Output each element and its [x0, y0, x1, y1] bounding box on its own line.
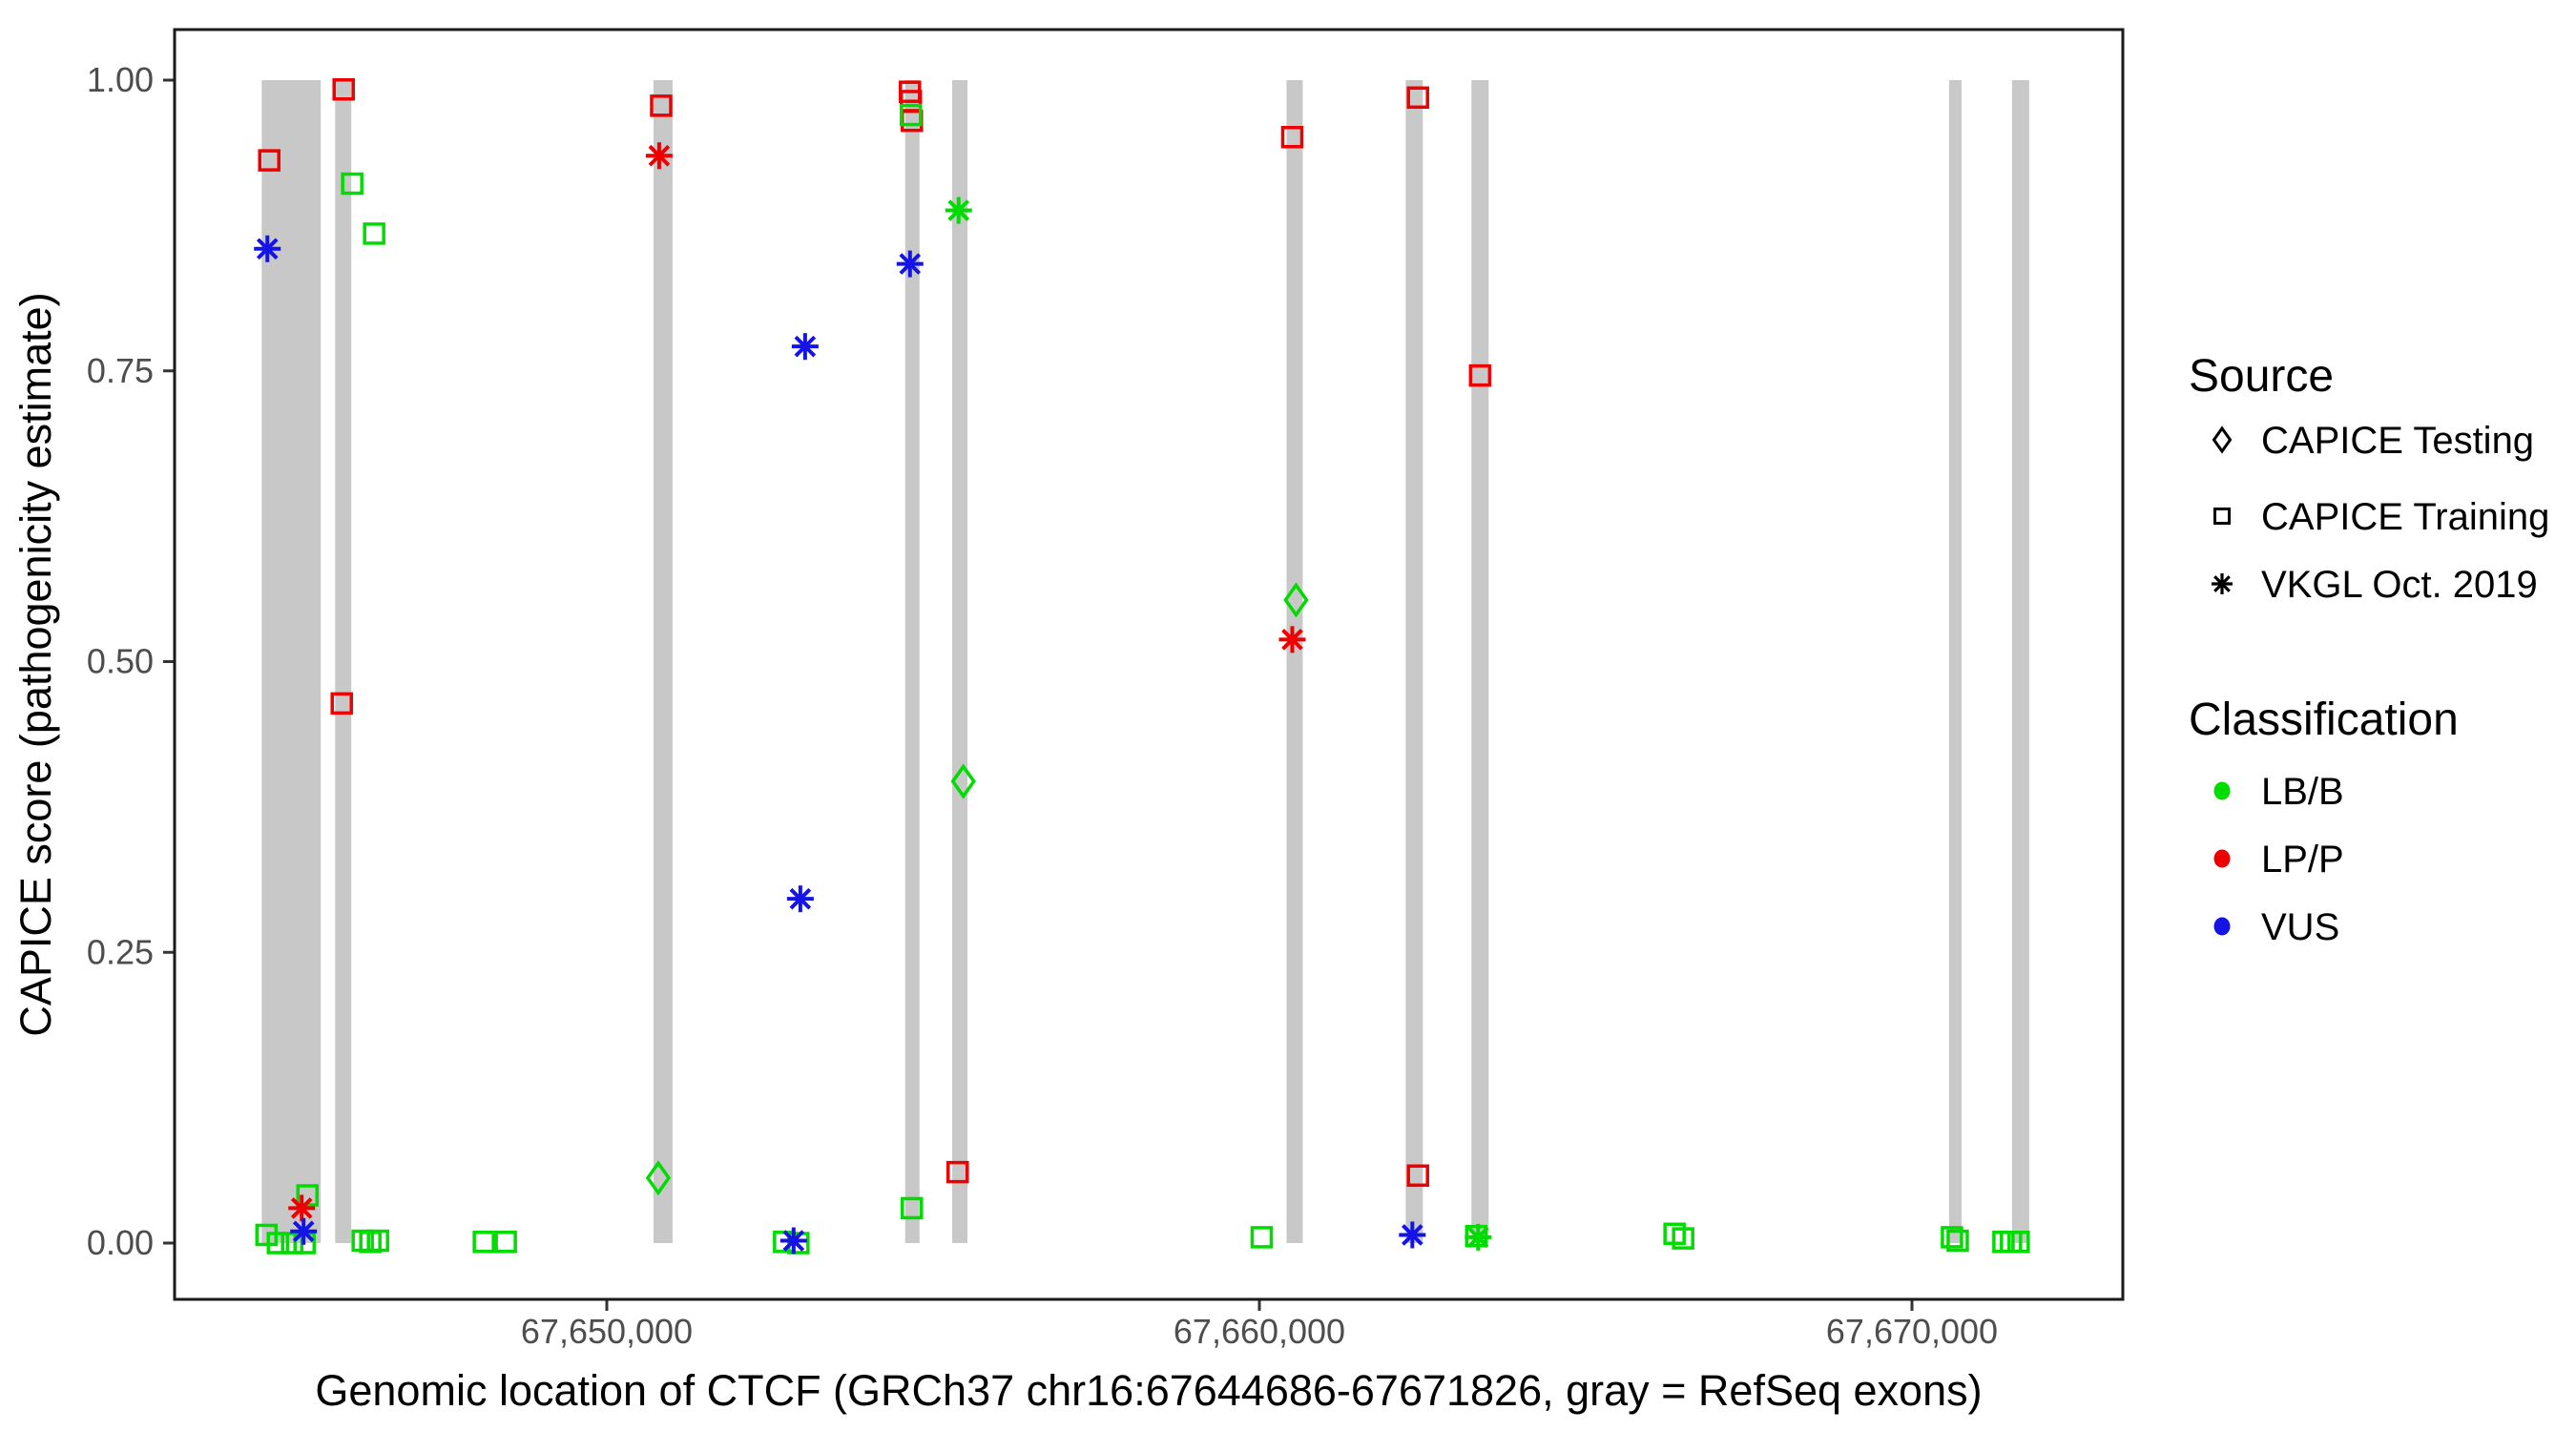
point-diamond [645, 1160, 672, 1196]
point-square [1406, 1164, 1429, 1188]
legend-asterisk-icon [2213, 575, 2231, 592]
exon-bar [904, 80, 920, 1243]
legend-classification-item-label: LP/P [2261, 839, 2344, 881]
legend-classification-title: Classification [2189, 695, 2459, 745]
point-square [899, 103, 923, 127]
exon-bar [261, 80, 322, 1243]
x-axis-title: Genomic location of CTCF (GRCh37 chr16:6… [315, 1366, 1983, 1415]
point-square [1250, 1226, 1274, 1249]
point-square [258, 149, 280, 172]
legend-source-item-label: VKGL Oct. 2019 [2261, 564, 2538, 606]
point-asterisk-arm [947, 199, 970, 221]
legend-source-item-label: CAPICE Training [2261, 496, 2549, 538]
point-square [945, 1160, 969, 1184]
point-square [332, 78, 355, 101]
exon-bar [1405, 80, 1423, 1243]
x-tick-label: 67,660,000 [1174, 1312, 1345, 1351]
y-tick-label: 0.00 [87, 1223, 154, 1262]
exon-bar [952, 80, 968, 1243]
legend-source-item-label: CAPICE Testing [2261, 420, 2534, 462]
point-square [1280, 125, 1304, 149]
point-square [366, 1229, 389, 1253]
exon-bar [1948, 80, 1962, 1243]
legend-color-dot-icon [2213, 917, 2231, 936]
point-asterisk-arm [256, 238, 279, 260]
point-diamond [950, 763, 976, 799]
legend-source-title: Source [2189, 351, 2334, 402]
point-square [1946, 1229, 1969, 1253]
exon-bar [1286, 80, 1303, 1243]
y-tick-label: 0.50 [87, 642, 154, 681]
point-square [341, 172, 364, 196]
point-square [363, 222, 385, 245]
point-square [1468, 363, 1492, 387]
point-asterisk-arm [782, 1230, 805, 1252]
legend-classification-item-label: LB/B [2261, 771, 2344, 813]
point-diamond [1283, 582, 1309, 618]
x-tick-label: 67,670,000 [1826, 1312, 1998, 1351]
exon-bar [2011, 80, 2029, 1243]
legend-color-dot-icon [2213, 849, 2231, 868]
y-axis-title: CAPICE score (pathogenicity estimate) [11, 292, 60, 1037]
legend-color-dot-icon [2213, 781, 2231, 800]
point-square [266, 1232, 290, 1255]
y-tick-label: 0.75 [87, 351, 154, 390]
point-asterisk-arm [1402, 1224, 1423, 1246]
exon-bar [653, 80, 673, 1243]
point-square [330, 692, 353, 716]
point-asterisk-arm [899, 253, 922, 275]
point-asterisk-arm [794, 335, 817, 358]
legend-diamond-icon [2212, 425, 2233, 454]
x-tick-label: 67,650,000 [521, 1312, 693, 1351]
panel-border [173, 28, 2125, 1301]
y-tick-label: 1.00 [87, 60, 154, 99]
point-square [359, 1231, 382, 1254]
point-square [1941, 1226, 1963, 1249]
point-square [472, 1231, 495, 1254]
point-square [1672, 1227, 1694, 1250]
point-square [901, 1196, 924, 1220]
legend-classification-item-label: VUS [2261, 906, 2339, 948]
point-square [650, 94, 673, 117]
point-asterisk-arm [648, 144, 671, 167]
point-square [2007, 1231, 2030, 1254]
point-asterisk-arm [789, 887, 812, 910]
legend-square-icon [2213, 508, 2231, 525]
point-asterisk-arm [292, 1220, 315, 1243]
y-tick-label: 0.25 [87, 932, 154, 971]
point-asterisk-arm [290, 1197, 313, 1219]
point-asterisk-arm [1281, 629, 1303, 651]
point-asterisk-arm [1466, 1226, 1489, 1249]
point-square [1406, 86, 1429, 110]
exon-bar [1471, 80, 1489, 1243]
point-square [494, 1231, 517, 1254]
exon-bar [335, 80, 352, 1243]
